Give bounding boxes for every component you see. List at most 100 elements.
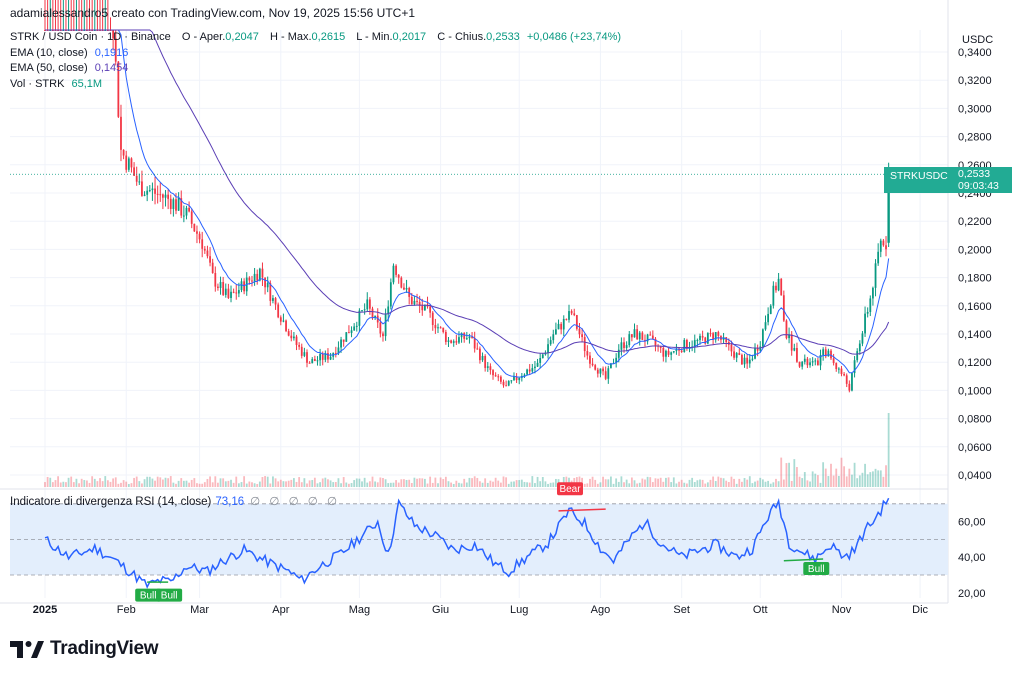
volume-bar (450, 482, 452, 487)
volume-bar (644, 479, 646, 487)
rsi-line (44, 497, 890, 589)
candle-body (340, 339, 342, 348)
candle-body (756, 348, 759, 351)
volume-value: 65,1M (71, 77, 103, 90)
candle-body (219, 282, 222, 288)
candle-body (371, 308, 374, 318)
candle-body (785, 320, 788, 339)
high-value: 0,2615 (311, 31, 346, 43)
legend-ema10-row[interactable]: EMA (10, close) 0,1916 (10, 46, 621, 62)
candle-body (667, 350, 670, 355)
volume-bar (625, 479, 628, 487)
candle-body (536, 362, 539, 367)
candle-body (418, 301, 421, 306)
volume-bar (505, 477, 508, 487)
candle-body (133, 167, 135, 176)
close-label: C - Chius. (437, 31, 487, 43)
candle-body (319, 353, 321, 361)
candle-body (316, 360, 319, 362)
candle-body (185, 207, 188, 216)
volume-bar (243, 476, 246, 487)
candle-body (287, 331, 290, 336)
candle-body (730, 344, 733, 352)
candle-body (492, 370, 494, 376)
volume-bar (384, 479, 387, 487)
volume-bar (190, 479, 193, 487)
symbol-label[interactable]: STRK / USD Coin · 1D · Binance (10, 31, 171, 43)
candle-body (725, 337, 728, 343)
candle-body (222, 282, 225, 295)
candle-body (350, 330, 353, 333)
candle-body (293, 336, 295, 339)
time-tick-label: Mag (349, 604, 370, 616)
candle-body (180, 198, 183, 216)
volume-bar (853, 462, 856, 487)
candle-body (735, 353, 738, 358)
candle-body (211, 262, 214, 273)
candle-body (583, 337, 586, 352)
time-tick-label: Lug (510, 604, 528, 616)
volume-bar (746, 479, 749, 487)
candle-body (321, 353, 324, 360)
candle-body (358, 310, 361, 326)
time-tick-label: Ago (591, 604, 611, 616)
volume-bar (817, 475, 819, 487)
candle-body (442, 327, 445, 332)
volume-bar (594, 479, 597, 487)
volume-bar (499, 482, 502, 487)
candle-body (395, 265, 397, 275)
rsi-title[interactable]: Indicatore di divergenza RSI (14, close)… (10, 494, 340, 508)
candle-body (452, 341, 455, 343)
volume-bar (879, 470, 882, 487)
candle-body (114, 38, 117, 62)
candle-body (311, 359, 314, 364)
volume-bar (743, 478, 746, 487)
candle-body (274, 298, 277, 305)
candle-body (659, 346, 662, 348)
volume-bar (240, 482, 243, 487)
legend-volume-row[interactable]: Vol · STRK 65,1M (10, 77, 621, 93)
price-tick-label: 0,3400 (958, 47, 992, 59)
volume-bar (256, 483, 259, 487)
candle-body (277, 304, 280, 318)
candle-body (858, 343, 861, 352)
volume-bar (471, 478, 473, 487)
volume-bar (49, 477, 52, 487)
volume-bar (782, 479, 785, 487)
candle-body (264, 277, 266, 288)
volume-bar (607, 479, 610, 487)
candle-body (696, 340, 699, 342)
candle-body (410, 296, 413, 305)
volume-bar (444, 476, 447, 487)
volume-bar (513, 481, 515, 487)
volume-bar (96, 481, 99, 487)
volume-bar (754, 481, 756, 487)
volume-bar (851, 474, 853, 487)
volume-bar (704, 483, 707, 487)
volume-bar (877, 470, 880, 487)
chart-credit: adamialessandro5 creato con TradingView.… (10, 6, 416, 20)
volume-bar (91, 476, 94, 487)
volume-bar (518, 480, 521, 487)
candle-body (625, 345, 628, 349)
volume-bar (672, 477, 675, 487)
candle-body (767, 313, 770, 323)
last-candle-body (887, 174, 890, 243)
candle-body (413, 300, 416, 305)
candle-body (298, 344, 301, 347)
candle-body (209, 256, 211, 263)
candle-body (473, 338, 476, 349)
volume-bar (156, 476, 159, 487)
volume-bar (586, 483, 589, 487)
candle-body (617, 349, 620, 358)
price-axis-unit: USDC (962, 34, 993, 46)
candle-body (581, 334, 583, 338)
legend-ema50-row[interactable]: EMA (50, close) 0,1454 (10, 61, 621, 77)
candle-body (879, 240, 882, 252)
volume-bar (824, 468, 827, 487)
volume-bar (70, 476, 73, 487)
volume-bar (264, 476, 266, 487)
volume-bar (761, 479, 764, 487)
candle-body (361, 310, 363, 312)
